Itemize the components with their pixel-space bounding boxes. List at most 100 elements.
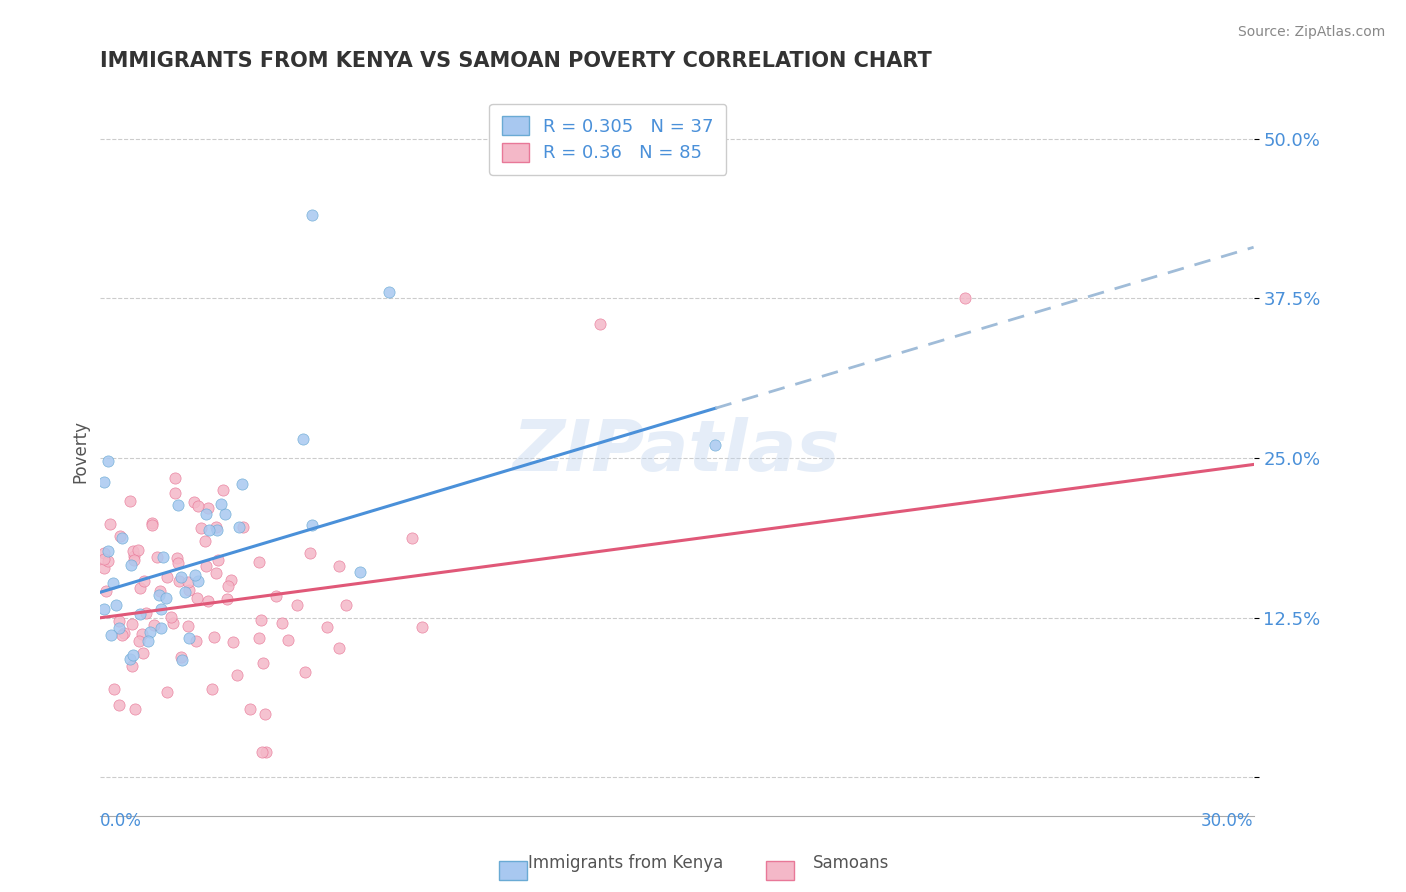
- Point: [93, 552, 115, 566]
- Point: [167, 574, 190, 588]
- Point: [291, 432, 314, 446]
- Point: [205, 566, 228, 581]
- Point: [377, 285, 399, 299]
- Point: [160, 610, 183, 624]
- FancyBboxPatch shape: [766, 861, 794, 880]
- Point: [219, 573, 242, 587]
- Point: [97, 544, 120, 558]
- Point: [252, 656, 274, 670]
- Text: Source: ZipAtlas.com: Source: ZipAtlas.com: [1237, 25, 1385, 39]
- Point: [103, 681, 125, 696]
- Point: [97, 454, 120, 468]
- Point: [122, 553, 145, 567]
- Point: [232, 520, 254, 534]
- Point: [122, 648, 145, 662]
- Point: [349, 566, 371, 580]
- Point: [141, 518, 163, 533]
- Point: [150, 602, 173, 616]
- Point: [190, 521, 212, 535]
- Text: 30.0%: 30.0%: [1201, 813, 1254, 830]
- Point: [202, 630, 225, 644]
- Point: [129, 581, 152, 595]
- Point: [93, 475, 115, 489]
- Point: [98, 516, 121, 531]
- Point: [108, 529, 131, 543]
- Point: [120, 558, 142, 573]
- Legend: R = 0.305   N = 37, R = 0.36   N = 85: R = 0.305 N = 37, R = 0.36 N = 85: [489, 103, 727, 175]
- Point: [155, 570, 177, 584]
- Point: [955, 291, 977, 305]
- Point: [122, 549, 145, 563]
- Point: [195, 507, 218, 521]
- Point: [163, 471, 186, 485]
- Point: [197, 524, 219, 538]
- Point: [285, 599, 308, 613]
- Point: [195, 558, 218, 573]
- Point: [93, 546, 115, 560]
- Point: [156, 684, 179, 698]
- Point: [170, 649, 193, 664]
- Point: [152, 549, 174, 564]
- Point: [184, 633, 207, 648]
- Y-axis label: Poverty: Poverty: [72, 420, 89, 483]
- Point: [209, 497, 232, 511]
- Point: [94, 583, 117, 598]
- Point: [250, 613, 273, 627]
- Point: [93, 560, 115, 574]
- Point: [131, 627, 153, 641]
- Point: [100, 627, 122, 641]
- Point: [138, 625, 160, 640]
- Point: [127, 542, 149, 557]
- Text: IMMIGRANTS FROM KENYA VS SAMOAN POVERTY CORRELATION CHART: IMMIGRANTS FROM KENYA VS SAMOAN POVERTY …: [100, 51, 932, 70]
- Point: [124, 702, 146, 716]
- Point: [228, 520, 250, 534]
- Point: [328, 559, 350, 574]
- Point: [118, 652, 141, 666]
- Point: [108, 621, 131, 635]
- Point: [301, 208, 323, 222]
- Point: [225, 668, 247, 682]
- Point: [264, 589, 287, 603]
- Point: [239, 702, 262, 716]
- Point: [167, 556, 190, 570]
- Point: [93, 602, 115, 616]
- Point: [211, 483, 233, 497]
- Point: [187, 574, 209, 589]
- Text: 0.0%: 0.0%: [100, 813, 142, 830]
- Point: [215, 592, 238, 607]
- Point: [222, 635, 245, 649]
- Point: [194, 533, 217, 548]
- Point: [174, 585, 197, 599]
- Point: [197, 593, 219, 607]
- Point: [254, 745, 277, 759]
- Point: [177, 574, 200, 589]
- Point: [121, 658, 143, 673]
- Point: [122, 544, 145, 558]
- Point: [247, 556, 270, 570]
- Point: [169, 570, 191, 584]
- Point: [167, 498, 190, 512]
- Text: ZIPatlas: ZIPatlas: [513, 417, 841, 486]
- Point: [179, 582, 201, 597]
- Point: [205, 520, 228, 534]
- Point: [148, 588, 170, 602]
- Point: [214, 507, 236, 521]
- Point: [328, 640, 350, 655]
- Point: [183, 495, 205, 509]
- Point: [110, 627, 132, 641]
- Point: [401, 531, 423, 545]
- Point: [294, 665, 316, 679]
- Point: [335, 598, 357, 612]
- Point: [253, 707, 276, 722]
- Point: [179, 631, 201, 645]
- Point: [135, 606, 157, 620]
- Point: [231, 477, 253, 491]
- Point: [118, 494, 141, 508]
- Point: [166, 551, 188, 566]
- Point: [132, 646, 155, 660]
- FancyBboxPatch shape: [499, 861, 527, 880]
- Point: [132, 574, 155, 589]
- Point: [162, 615, 184, 630]
- Point: [111, 531, 134, 545]
- Point: [149, 584, 172, 599]
